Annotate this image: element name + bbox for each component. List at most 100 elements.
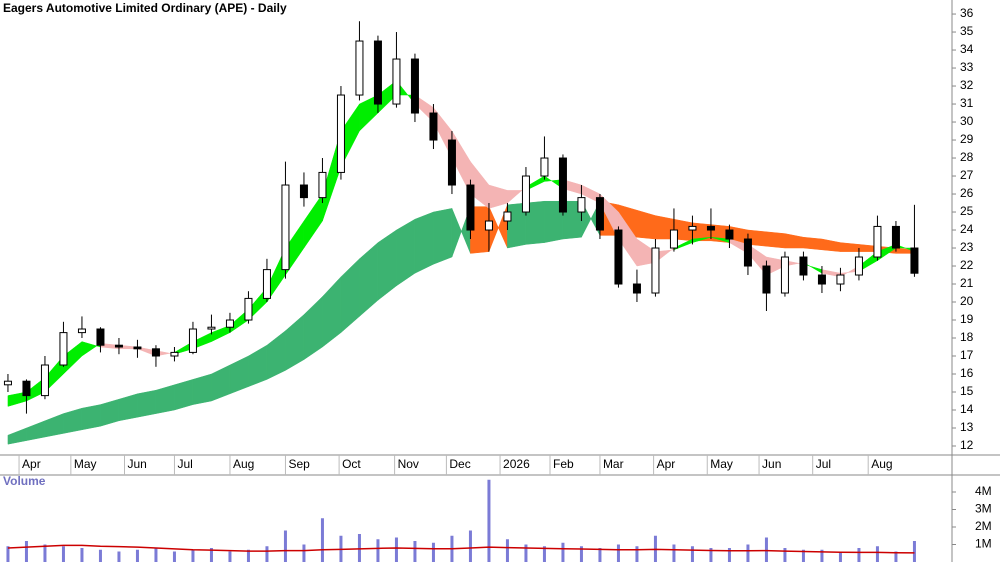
candle-body <box>262 269 271 299</box>
y-tick-label: 32 <box>960 78 974 92</box>
y-tick-label: 29 <box>960 132 974 146</box>
volume-tick-label: 1M <box>975 537 992 551</box>
candle-body <box>688 225 697 231</box>
candle-body <box>595 197 604 231</box>
volume-bar <box>524 544 528 562</box>
x-tick-label: Apr <box>22 457 41 471</box>
candle-body <box>59 332 68 366</box>
volume-bar <box>228 551 232 562</box>
volume-bar <box>912 541 916 562</box>
x-tick-label: Oct <box>342 457 361 471</box>
volume-bar <box>894 551 898 562</box>
volume-tick-label: 4M <box>975 484 992 498</box>
volume-tick-label: 2M <box>975 519 992 533</box>
candle-body <box>817 274 826 285</box>
volume-bar <box>154 548 158 562</box>
volume-bar <box>709 548 713 562</box>
y-tick-label: 15 <box>960 384 974 398</box>
x-tick-label: May <box>710 457 733 471</box>
volume-bar <box>579 546 583 562</box>
volume-bar <box>505 539 509 562</box>
x-tick-label: Apr <box>657 457 676 471</box>
candle-body <box>244 297 253 321</box>
volume-bar <box>98 549 102 562</box>
volume-bar <box>191 549 195 562</box>
x-tick-label: May <box>74 457 97 471</box>
y-tick-label: 16 <box>960 366 974 380</box>
x-tick-label: Jul <box>816 457 831 471</box>
volume-bar <box>61 546 65 562</box>
y-tick-label: 28 <box>960 150 974 164</box>
y-tick-label: 22 <box>960 258 974 272</box>
x-tick-label: Aug <box>233 457 254 471</box>
volume-bar <box>690 546 694 562</box>
volume-bar <box>801 549 805 562</box>
y-tick-label: 12 <box>960 438 974 452</box>
volume-bar <box>24 541 28 562</box>
volume-bar <box>376 539 380 562</box>
ribbon-segment <box>192 373 212 405</box>
x-tick-label: Nov <box>398 457 419 471</box>
ribbon-segment <box>433 208 453 265</box>
candle-body <box>484 220 493 231</box>
y-tick-label: 17 <box>960 348 974 362</box>
y-tick-label: 33 <box>960 60 974 74</box>
y-tick-label: 25 <box>960 204 974 218</box>
y-tick-label: 20 <box>960 294 974 308</box>
candle-body <box>151 348 160 357</box>
y-tick-label: 26 <box>960 186 974 200</box>
volume-bar <box>431 542 435 562</box>
y-tick-label: 24 <box>960 222 974 236</box>
candle-body <box>40 364 49 397</box>
candle-body <box>503 211 512 222</box>
x-tick-label: Feb <box>553 457 574 471</box>
volume-bar <box>635 546 639 562</box>
volume-bar <box>135 549 139 562</box>
candle-body <box>669 229 678 249</box>
candle-body <box>96 328 105 346</box>
y-tick-label: 23 <box>960 240 974 254</box>
candle-body <box>336 94 345 173</box>
candle-body <box>743 238 752 267</box>
candle-body <box>577 197 586 213</box>
candle-body <box>466 184 475 231</box>
candle-body <box>170 351 179 357</box>
volume-bar <box>783 548 787 562</box>
ribbon-segment <box>414 211 434 274</box>
volume-title: Volume <box>3 474 46 488</box>
candle-body <box>225 319 234 328</box>
y-tick-label: 21 <box>960 276 974 290</box>
candle-body <box>706 225 715 231</box>
candle-body <box>318 171 327 199</box>
x-tick-label: Jun <box>128 457 147 471</box>
volume-bar <box>357 534 361 562</box>
candle-body <box>299 184 308 199</box>
volume-bar <box>172 551 176 562</box>
candle-body <box>762 265 771 294</box>
candle-body <box>3 380 12 386</box>
candle-body <box>207 326 216 330</box>
x-tick-label: Jun <box>762 457 781 471</box>
candle-body <box>373 40 382 105</box>
ribbon-segment <box>137 389 157 418</box>
volume-bar <box>857 548 861 562</box>
volume-average <box>7 544 915 554</box>
candle-body <box>910 247 919 274</box>
candle-body <box>77 328 86 334</box>
candle-body <box>558 157 567 213</box>
candle-body <box>355 40 364 96</box>
ribbon-segment <box>803 236 823 251</box>
candle-body <box>540 157 549 177</box>
candle-body <box>780 256 789 294</box>
candle-body <box>725 229 734 240</box>
volume-bar <box>265 546 269 562</box>
ribbon-segment <box>766 231 786 249</box>
candle-body <box>873 225 882 258</box>
y-tick-label: 18 <box>960 330 974 344</box>
volume-bar <box>413 541 417 562</box>
candle-body <box>429 112 438 141</box>
candle-body <box>188 328 197 353</box>
candle-body <box>854 256 863 276</box>
volume-bar <box>542 546 546 562</box>
volume-bar <box>561 542 565 562</box>
